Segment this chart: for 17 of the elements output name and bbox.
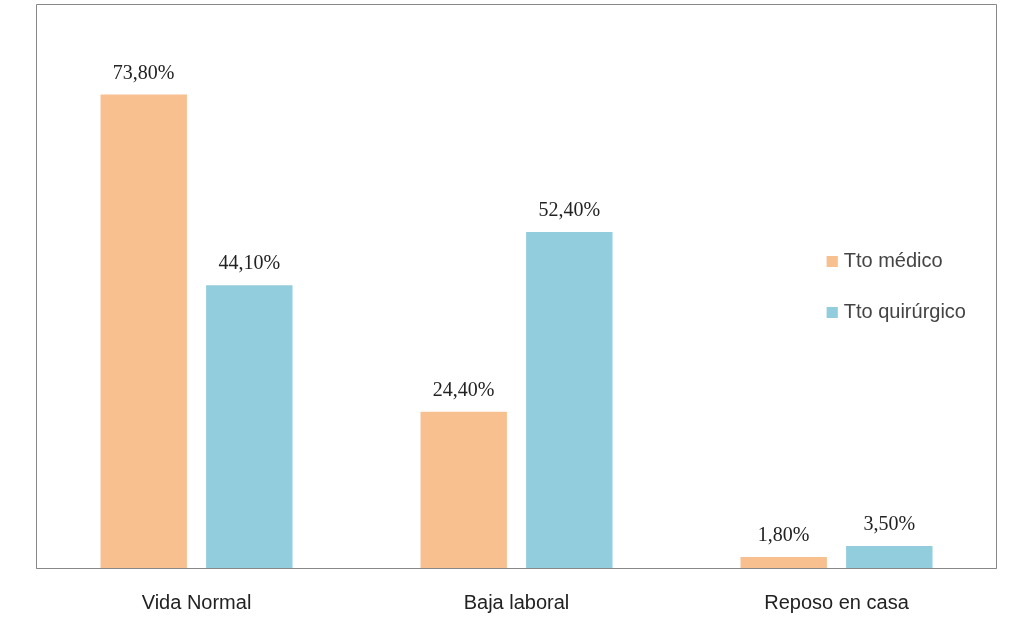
bar — [526, 231, 613, 569]
x-tick-label: Vida Normal — [141, 590, 252, 613]
bar — [740, 556, 827, 569]
x-tick-label: Reposo en casa — [764, 590, 910, 613]
bar — [420, 411, 507, 569]
x-tick-label: Baja laboral — [463, 590, 570, 613]
bar — [846, 546, 933, 569]
data-label: 73,80% — [112, 60, 175, 83]
data-label: 52,40% — [538, 197, 601, 220]
legend-label: Tto médico — [843, 249, 943, 272]
data-label: 24,40% — [432, 377, 495, 400]
bar — [100, 94, 187, 569]
data-label: 3,50% — [863, 512, 916, 535]
data-label: 1,80% — [757, 522, 810, 545]
legend-label: Tto quirúrgico — [843, 300, 966, 323]
data-label: 44,10% — [218, 251, 281, 274]
bar — [206, 285, 293, 569]
